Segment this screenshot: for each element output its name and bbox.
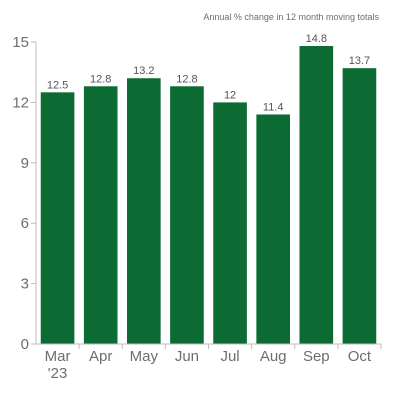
x-tick-label: May [130,348,159,365]
data-labels-group: 12.5 12.8 13.2 12.8 12 11.4 14.8 13.7 [47,33,370,113]
x-tick-label: Oct [348,348,372,365]
data-label: 12.8 [90,73,111,85]
bars-group [40,46,377,345]
chart-subtitle: Annual % change in 12 month moving total… [203,12,379,22]
bar [170,86,204,344]
bar [299,46,334,344]
bar [40,92,75,344]
x-tick-label: Aug [260,348,287,365]
bar [83,86,118,344]
y-tick-label: 12 [12,94,29,111]
x-axis: Mar'23 Apr May Jun Jul Aug Sep Oct [36,343,382,382]
bar [126,78,161,345]
data-label: 12 [224,89,236,101]
data-label: 11.4 [263,101,284,113]
y-tick-label: 15 [12,34,29,51]
bar [342,68,377,344]
data-label: 12.5 [47,79,68,91]
bar [213,102,247,345]
data-label: 13.7 [349,55,370,67]
y-tick-label: 9 [21,155,29,172]
data-label: 13.2 [133,65,154,77]
data-label: 12.8 [176,73,197,85]
x-tick-label: Jul [220,348,239,365]
x-tick-label: Jun [175,348,199,365]
y-tick-label: 6 [21,215,29,232]
x-tick-label: Apr [89,348,112,365]
data-label: 14.8 [306,33,327,45]
y-tick-label: 3 [21,276,29,293]
bar [256,114,291,344]
y-tick-label: 0 [21,336,29,353]
x-tick-label: '23 [48,365,68,382]
x-tick-label: Mar [45,348,71,365]
x-tick-label: Sep [303,348,330,365]
y-axis: 0 3 6 9 12 15 [12,34,37,353]
